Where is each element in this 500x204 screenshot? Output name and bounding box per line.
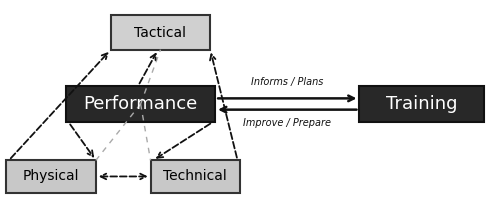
Text: Informs / Plans: Informs / Plans — [251, 77, 324, 87]
Text: Physical: Physical — [23, 170, 80, 183]
FancyBboxPatch shape — [66, 86, 215, 122]
Text: Performance: Performance — [84, 95, 198, 113]
Text: Training: Training — [386, 95, 458, 113]
FancyBboxPatch shape — [150, 160, 240, 193]
Text: Improve / Prepare: Improve / Prepare — [244, 118, 332, 128]
FancyBboxPatch shape — [360, 86, 484, 122]
FancyBboxPatch shape — [111, 16, 210, 50]
FancyBboxPatch shape — [6, 160, 96, 193]
Text: Tactical: Tactical — [134, 26, 186, 40]
Text: Technical: Technical — [164, 170, 227, 183]
